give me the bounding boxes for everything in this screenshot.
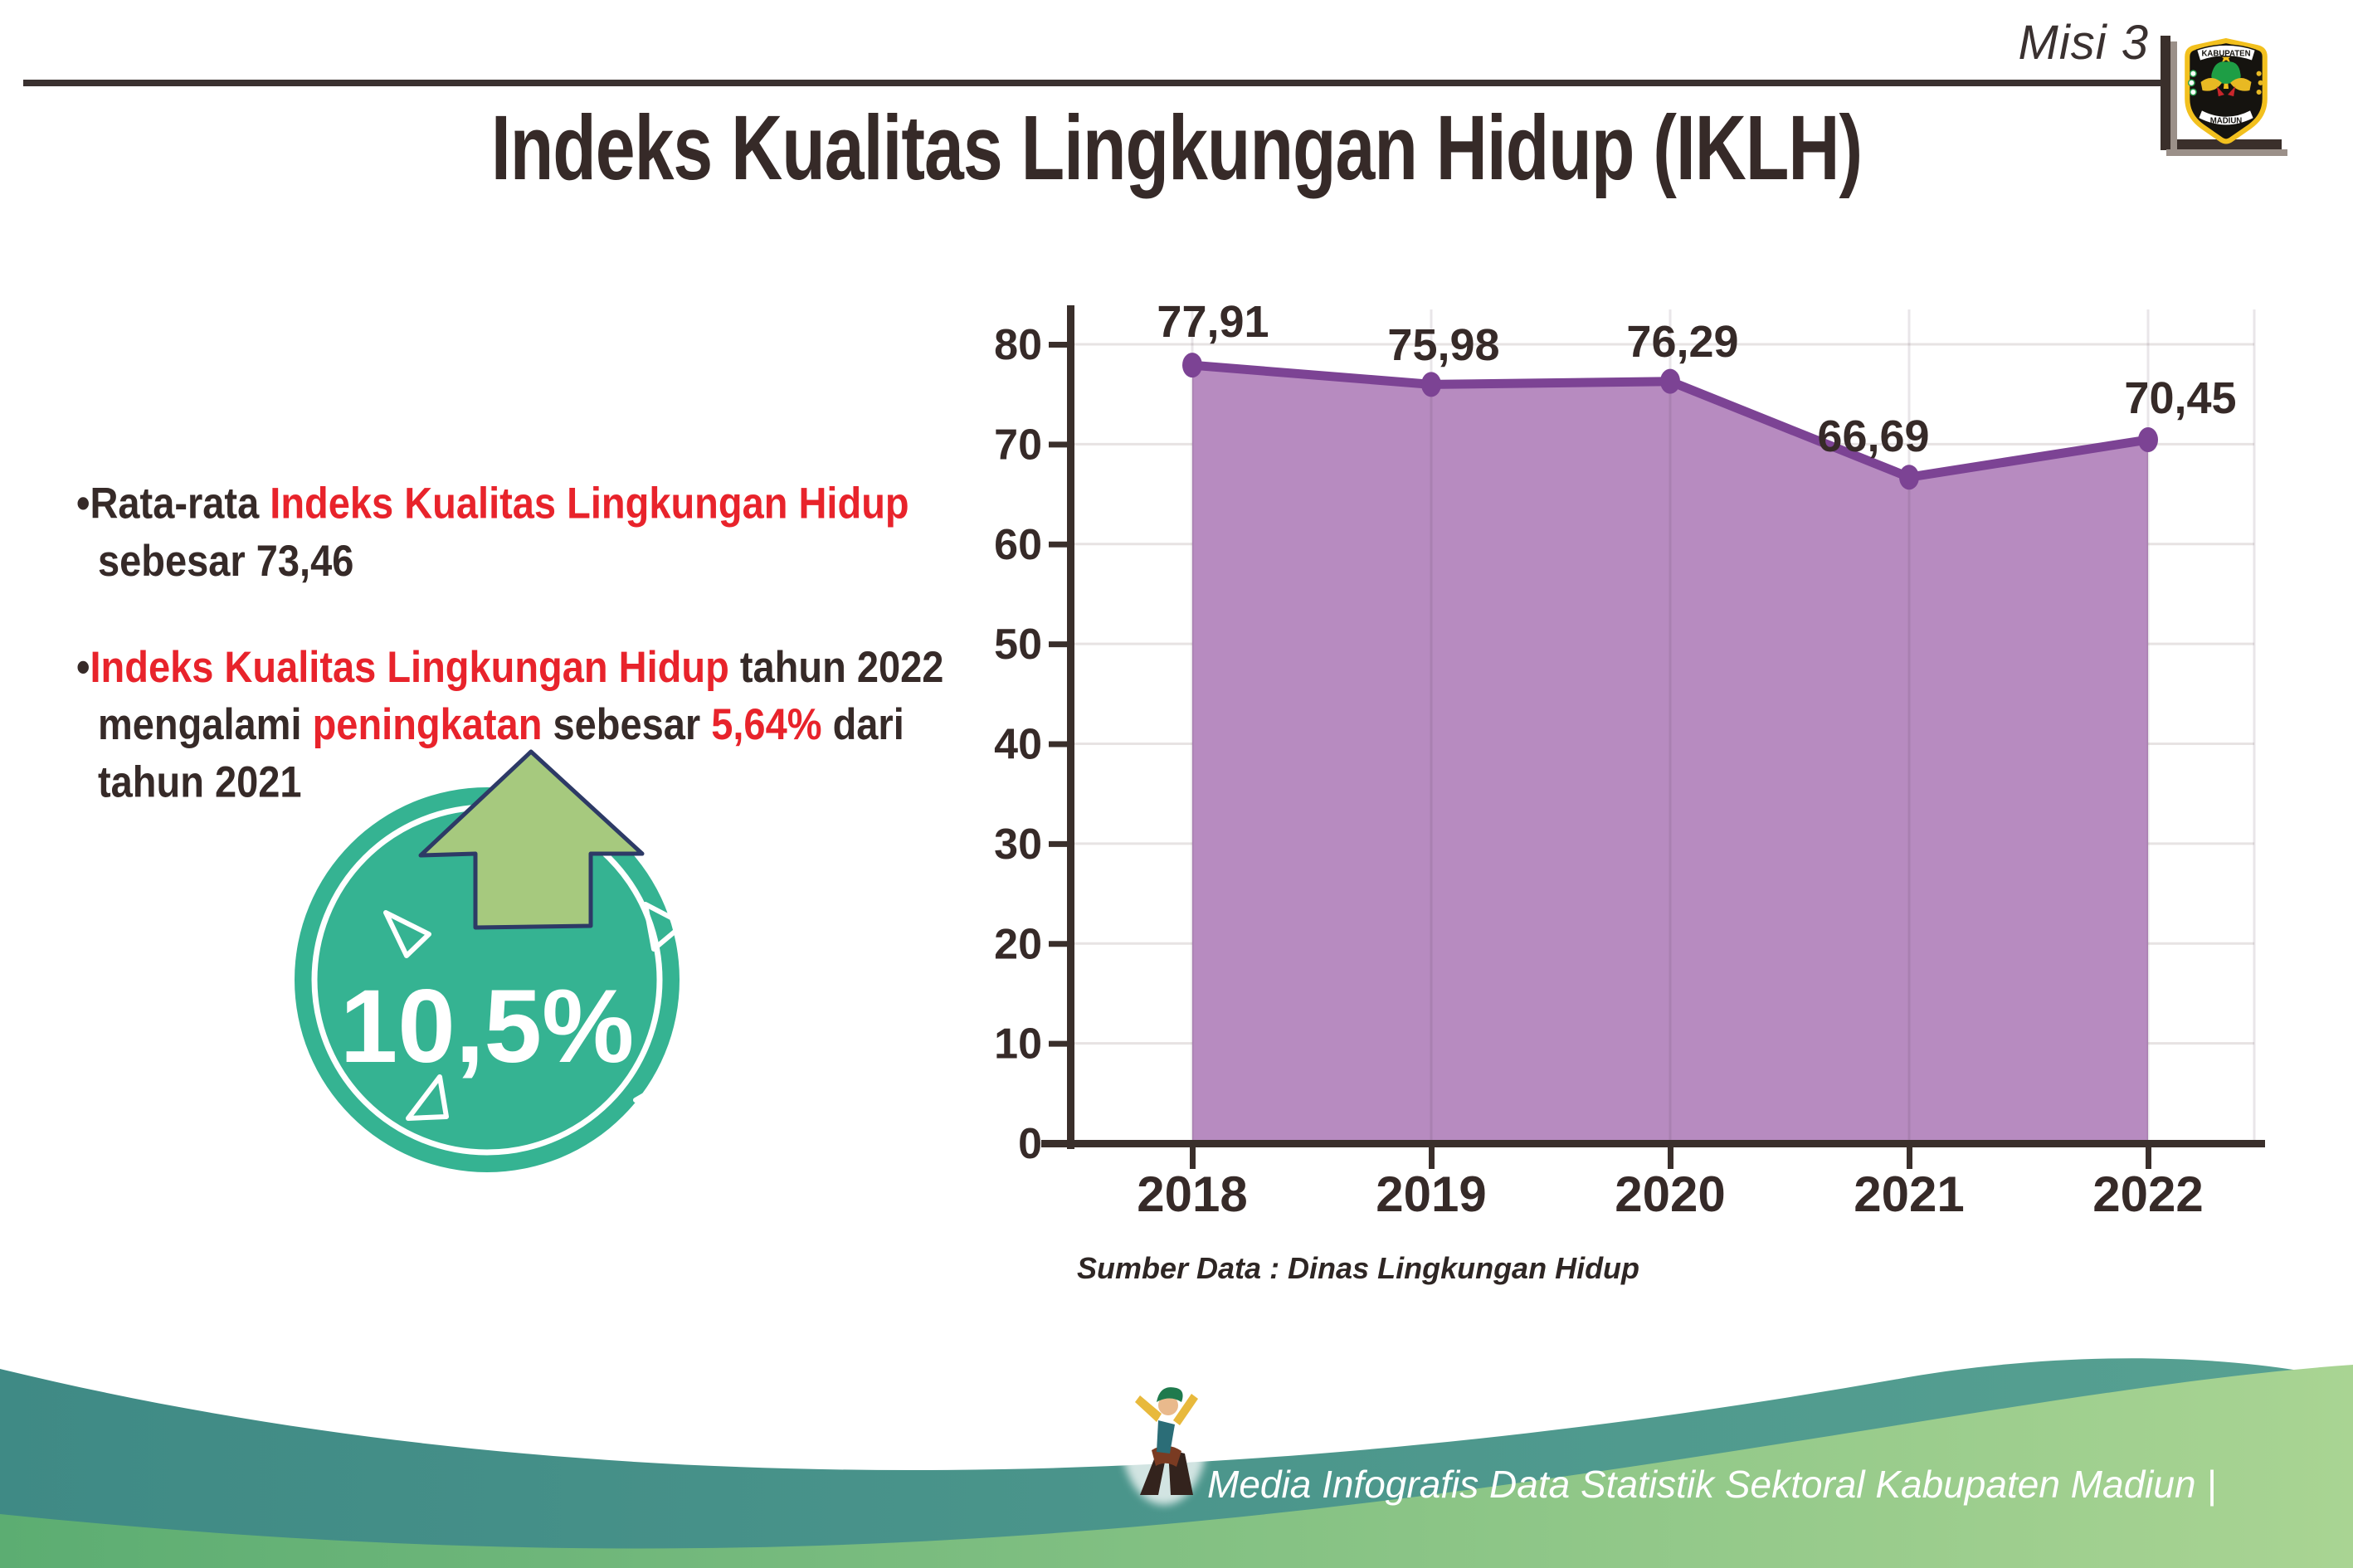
y-tick — [1049, 342, 1071, 348]
x-tick — [1668, 1147, 1673, 1169]
logo-star-icon — [2219, 51, 2233, 63]
bullet-segment: Indeks Kualitas Lingkungan Hidup — [90, 641, 729, 692]
x-tick — [1190, 1147, 1196, 1169]
logo-kris-left-icon — [2216, 85, 2224, 97]
header-rule — [23, 80, 2161, 86]
page-title: Indeks Kualitas Lingkungan Hidup (IKLH) — [490, 97, 1863, 200]
value-label: 70,45 — [2124, 373, 2236, 423]
y-tick-label: 50 — [994, 621, 1042, 669]
x-tick — [1907, 1147, 1912, 1169]
bullet-segment: sebesar 73,46 — [98, 535, 354, 586]
bullet-segment: Rata-rata — [90, 478, 270, 528]
y-tick — [1049, 1040, 1071, 1047]
bullet-dot-icon: • — [76, 641, 90, 692]
source-note: Sumber Data : Dinas Lingkungan Hidup — [1077, 1251, 1640, 1285]
logo-text-bottom: MADIUN — [2210, 117, 2243, 126]
misi-label: Misi 3 — [2018, 16, 2149, 70]
data-point — [1182, 353, 1202, 378]
y-tick-label: 20 — [994, 920, 1042, 968]
badge-triangle-icon — [383, 910, 431, 958]
bullet-segment: 5,64% — [711, 699, 822, 749]
value-label: 75,98 — [1387, 320, 1499, 370]
logo-tree-icon — [2211, 61, 2241, 84]
y-tick — [1049, 840, 1071, 847]
bullet-item: •Indeks Kualitas Lingkungan Hidup tahun … — [76, 638, 1006, 811]
logo-frame-shadow-h — [2166, 149, 2287, 156]
logo-cotton-icon — [2187, 79, 2195, 87]
data-point — [1899, 465, 1919, 490]
logo-paddy-icon — [2256, 71, 2262, 76]
x-axis-line — [1041, 1140, 2265, 1147]
data-point — [2138, 426, 2158, 452]
logo-paddy-icon — [2256, 89, 2262, 95]
y-tick-label: 0 — [1018, 1120, 1042, 1168]
y-tick-label: 30 — [994, 821, 1042, 869]
y-tick — [1049, 641, 1071, 648]
bullet-segment: dari tahun 2021 — [98, 699, 904, 806]
y-tick — [1049, 741, 1071, 747]
logo-wing-left-icon — [2200, 77, 2222, 91]
logo-cotton-icon — [2190, 88, 2197, 96]
y-tick-label: 80 — [994, 321, 1042, 369]
value-label: 77,91 — [1157, 297, 1269, 347]
y-tick-label: 70 — [994, 421, 1042, 469]
data-point — [1660, 368, 1680, 394]
x-tick — [1429, 1147, 1435, 1169]
area-fill — [1192, 365, 2148, 1143]
y-tick — [1049, 1141, 1071, 1147]
bullet-dot-icon: • — [76, 478, 90, 528]
logo-frame-shadow-v — [2170, 41, 2177, 150]
y-tick-label: 10 — [994, 1020, 1042, 1069]
increase-badge: 10,5% — [295, 749, 686, 1172]
footer-credit: Media Infografis Data Statistik Sektoral… — [1207, 1463, 2217, 1506]
bullet-segment: sebesar — [542, 699, 712, 749]
badge-value: 10,5% — [340, 969, 634, 1084]
logo-wing-right-icon — [2230, 77, 2252, 91]
value-label: 66,69 — [1817, 411, 1929, 461]
value-label: 76,29 — [1626, 317, 1738, 367]
logo-frame-horizontal — [2161, 139, 2282, 149]
x-tick — [2146, 1147, 2151, 1169]
badge-triangle-icon — [633, 1073, 681, 1104]
y-tick — [1049, 941, 1071, 947]
x-tick-label: 2020 — [1615, 1166, 1725, 1222]
x-tick-label: 2022 — [2092, 1166, 2203, 1222]
y-tick-label: 40 — [994, 721, 1042, 769]
y-tick — [1049, 441, 1071, 448]
x-tick-label: 2018 — [1137, 1166, 1247, 1222]
footer-wave-green — [0, 1365, 2353, 1568]
badge-triangle-icon — [406, 1074, 449, 1121]
bullet-list: •Rata-rata Indeks Kualitas Lingkungan Hi… — [76, 475, 1006, 859]
data-point — [1421, 372, 1441, 397]
x-tick-label: 2021 — [1854, 1166, 1964, 1222]
iklh-area-chart: 0 10 20 30 40 50 60 70 80 2018 2019 2020 2021 2022 77,… — [994, 297, 2265, 1222]
bullet-segment: tahun 2022 mengalami — [98, 641, 944, 749]
x-tick-label: 2019 — [1376, 1166, 1486, 1222]
logo-frame-vertical — [2161, 36, 2170, 150]
kabupaten-madiun-logo: KABUPATEN MADIUN — [2185, 38, 2268, 144]
y-tick — [1049, 541, 1071, 548]
footer-wave — [0, 1358, 2353, 1568]
badge-triangle-icon — [643, 902, 686, 952]
logo-text-top: KABUPATEN — [2201, 49, 2250, 58]
bullet-segment: peningkatan — [312, 699, 543, 749]
logo-ribbon-bottom — [2197, 109, 2255, 126]
logo-kris-right-icon — [2228, 85, 2236, 97]
bullet-segment: Indeks Kualitas Lingkungan Hidup — [270, 478, 909, 528]
y-tick-label: 60 — [994, 521, 1042, 569]
logo-cotton-icon — [2190, 70, 2197, 78]
mascot-icon — [1121, 1369, 1207, 1505]
y-axis-line — [1067, 305, 1074, 1149]
up-arrow-icon — [418, 749, 645, 930]
logo-paddy-icon — [2258, 80, 2263, 85]
bullet-item: •Rata-rata Indeks Kualitas Lingkungan Hi… — [76, 475, 1006, 590]
logo-ribbon-top — [2195, 44, 2257, 62]
